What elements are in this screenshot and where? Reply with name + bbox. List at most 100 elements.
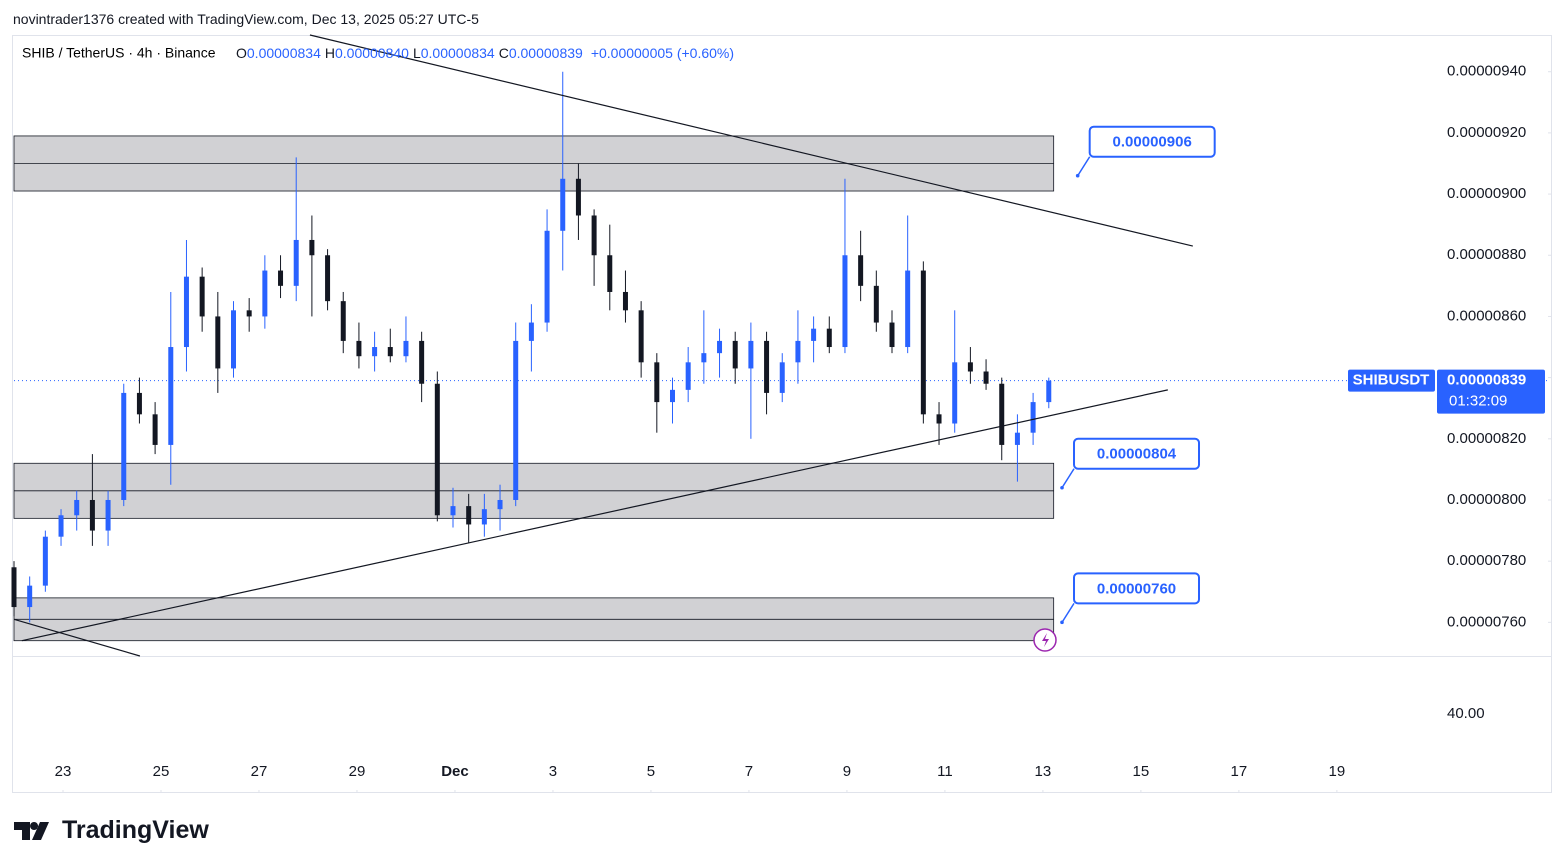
candle-body <box>497 499 503 510</box>
candle-body <box>246 310 252 317</box>
candle-body <box>560 178 566 231</box>
candle-body <box>967 362 973 372</box>
symbol-tag <box>1348 369 1435 392</box>
x-tick-label: 15 <box>1133 763 1150 780</box>
y-tick-label: 0.00000940 <box>1447 63 1526 80</box>
x-tick-label: 27 <box>251 763 268 780</box>
callout-label: 0.00000906 <box>1113 134 1192 151</box>
candle-body <box>74 499 80 516</box>
logo-text: TradingView <box>62 816 209 844</box>
candle-body <box>278 270 284 286</box>
candle-body <box>811 328 817 341</box>
candle-body <box>528 322 534 341</box>
x-tick-label: 17 <box>1231 763 1248 780</box>
candle-body <box>325 255 331 302</box>
candle-body <box>136 392 142 415</box>
legend-l: 0.00000834 <box>421 45 495 61</box>
credit: novintrader1376 created with TradingView… <box>13 11 479 27</box>
x-tick-label: 5 <box>647 763 655 780</box>
callout-pointer <box>1077 156 1091 177</box>
x-tick-label: 11 <box>937 763 953 780</box>
callout-label: 0.00000760 <box>1097 580 1176 597</box>
candle-body <box>999 383 1005 445</box>
lower-pane-label: 40.00 <box>1447 705 1485 722</box>
candle-body <box>873 285 879 323</box>
candle-body <box>952 362 958 424</box>
callout-pointer <box>1061 602 1075 623</box>
candle-body <box>387 347 393 357</box>
candle-body <box>544 230 550 323</box>
candle-body <box>466 506 472 525</box>
candle-body <box>622 291 628 311</box>
legend-h_label: H <box>325 45 335 61</box>
candle-body <box>262 270 268 317</box>
logo-mark <box>14 821 49 840</box>
price-tag <box>1437 369 1545 414</box>
y-tick-label: 0.00000780 <box>1447 552 1526 569</box>
candle-body <box>1046 380 1052 403</box>
legend: SHIB / TetherUS · 4h · Binance O0.000008… <box>22 45 734 61</box>
candle-body <box>293 239 299 286</box>
plot-area: 0.00000906 0.00000804 0.00000760 <box>11 34 1550 657</box>
candle-body <box>340 301 346 341</box>
candle-body <box>27 585 33 608</box>
x-tick-label: 29 <box>349 763 366 780</box>
x-tick-label: 23 <box>55 763 72 780</box>
y-tick-label: 0.00000880 <box>1447 246 1526 263</box>
x-tick-label: 3 <box>549 763 557 780</box>
x-tick-label: 19 <box>1329 763 1346 780</box>
candle-body <box>215 316 221 369</box>
logo: TradingView <box>14 816 209 845</box>
legend-c: 0.00000839 <box>509 45 583 61</box>
y-tick-label: 0.00000860 <box>1447 307 1526 324</box>
candle-body <box>309 239 315 256</box>
candle-body <box>105 499 111 531</box>
countdown: 01:32:09 <box>1449 393 1507 410</box>
candle-body <box>779 362 785 393</box>
ohlc: O0.00000834 H0.00000840 L0.00000834 C0.0000… <box>236 45 734 61</box>
y-tick-label: 0.00000760 <box>1447 613 1526 630</box>
candle-body <box>638 310 644 363</box>
symbol: SHIB / TetherUS · 4h · Binance <box>22 45 216 61</box>
candle-body <box>764 340 770 393</box>
y-tick-label: 0.00000800 <box>1447 491 1526 508</box>
legend-o_label: O <box>236 45 247 61</box>
candle-body <box>748 340 754 369</box>
candle-body <box>481 509 487 525</box>
chart: 0.00000906 0.00000804 0.00000760 SHIB / Te… <box>11 34 1552 793</box>
candle-body <box>701 353 707 363</box>
candle-body <box>356 340 362 357</box>
candle-body <box>152 414 158 445</box>
trendline <box>21 389 1168 642</box>
candle-body <box>11 567 17 608</box>
candle-body <box>121 392 127 500</box>
symbol-tag-label: SHIBUSDT <box>1353 372 1430 389</box>
y-tick-label: 0.00000900 <box>1447 185 1526 202</box>
x-tick-label: 25 <box>153 763 170 780</box>
y-tick-label: 0.00000920 <box>1447 124 1526 141</box>
candle-body <box>607 255 613 292</box>
candle-body <box>1014 432 1020 445</box>
x-tick-label: Dec <box>441 763 469 780</box>
candle-body <box>905 270 911 348</box>
legend-o: 0.00000834 <box>247 45 321 61</box>
callout-pointer <box>1061 468 1075 489</box>
callout-label: 0.00000804 <box>1097 446 1177 463</box>
candle-body <box>513 340 519 500</box>
legend-change: +0.00000005 (+0.60%) <box>591 45 734 61</box>
candle-body <box>591 215 597 256</box>
trendline <box>13 618 141 657</box>
candle-body <box>450 506 456 516</box>
legend-h: 0.00000840 <box>335 45 409 61</box>
candle-body <box>372 347 378 357</box>
callout-box <box>1073 437 1201 470</box>
legend-l_label: L <box>413 45 421 61</box>
bolt <box>1042 633 1049 647</box>
candle-body <box>936 414 942 424</box>
legend-c_label: C <box>499 45 509 61</box>
candle-body <box>732 340 738 369</box>
candle-body <box>858 255 864 286</box>
candle-body <box>403 340 409 357</box>
candle-body <box>230 310 236 369</box>
